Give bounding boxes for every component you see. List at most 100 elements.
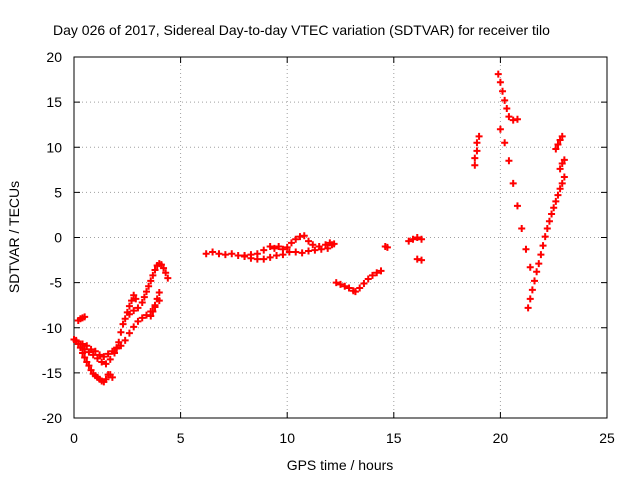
data-point-marker (351, 288, 359, 296)
data-point-marker (275, 243, 283, 251)
data-point-marker (151, 301, 159, 309)
data-point-marker (160, 264, 168, 272)
data-point-marker (560, 156, 568, 164)
data-point-marker (383, 243, 391, 251)
point-series (471, 132, 483, 169)
data-point-marker (121, 315, 129, 323)
data-point-marker (164, 274, 172, 282)
data-point-marker (494, 70, 502, 78)
data-point-marker (157, 261, 165, 269)
data-point-marker (121, 336, 129, 344)
data-point-marker (147, 277, 155, 285)
x-tick-label: 20 (493, 430, 509, 446)
data-point-marker (155, 289, 163, 297)
data-point-marker (228, 250, 236, 258)
point-series (74, 313, 89, 325)
data-point-marker (104, 350, 112, 358)
data-point-marker (113, 344, 121, 352)
data-point-marker (247, 251, 255, 259)
data-point-marker (128, 297, 136, 305)
data-point-marker (108, 373, 116, 381)
data-point-marker (202, 250, 210, 258)
data-point-marker (554, 141, 562, 149)
data-point-marker (475, 132, 483, 140)
data-point-marker (266, 243, 274, 251)
data-point-marker (96, 351, 104, 359)
data-point-marker (292, 248, 300, 256)
data-point-marker (81, 345, 89, 353)
data-point-marker (541, 233, 549, 241)
data-point-marker (279, 245, 287, 253)
data-point-marker (531, 277, 539, 285)
data-point-marker (552, 145, 560, 153)
data-point-marker (418, 256, 426, 264)
point-series (556, 156, 568, 173)
data-point-marker (253, 250, 261, 258)
y-tick-label: 10 (46, 139, 62, 155)
data-point-marker (471, 161, 479, 169)
data-point-marker (209, 248, 217, 256)
data-point-marker (151, 266, 159, 274)
x-tick-label: 5 (177, 430, 185, 446)
data-point-marker (102, 375, 110, 383)
data-point-marker (522, 245, 530, 253)
data-point-marker (130, 307, 138, 315)
data-point-marker (558, 179, 566, 187)
data-point-marker (241, 252, 249, 260)
data-point-marker (518, 224, 526, 232)
data-point-marker (418, 235, 426, 243)
data-point-marker (364, 275, 372, 283)
data-point-marker (87, 345, 95, 353)
data-point-marker (298, 249, 306, 257)
data-point-marker (149, 308, 157, 316)
data-point-marker (125, 302, 133, 310)
y-tick-label: 5 (54, 184, 62, 200)
data-point-marker (413, 234, 421, 241)
data-point-marker (287, 239, 295, 247)
data-point-marker (473, 139, 481, 147)
data-point-marker (556, 165, 564, 173)
data-point-marker (81, 313, 89, 321)
data-point-marker (556, 185, 564, 193)
data-point-marker (117, 342, 125, 350)
data-point-marker (106, 355, 114, 363)
data-point-marker (360, 280, 368, 288)
data-point-marker (300, 232, 308, 240)
data-point-marker (138, 314, 146, 322)
data-point-marker (132, 295, 140, 303)
data-point-marker (283, 243, 291, 251)
data-point-marker (149, 271, 157, 279)
data-point-marker (552, 197, 560, 205)
x-axis-label: GPS time / hours (287, 457, 394, 473)
point-series (202, 241, 336, 263)
data-point-marker (87, 366, 95, 374)
data-point-marker (147, 312, 155, 320)
data-point-marker (501, 96, 509, 104)
data-point-marker (513, 115, 521, 123)
data-point-marker (496, 78, 504, 86)
data-point-marker (91, 347, 99, 355)
data-point-marker (266, 253, 274, 261)
point-series (413, 255, 426, 264)
data-point-marker (292, 235, 300, 243)
data-point-marker (501, 139, 509, 147)
data-point-marker (89, 351, 97, 359)
axes: 0 5 10 15 20 25 -20 -15 -10 -5 0 5 10 15 20 (42, 49, 615, 446)
data-point-marker (558, 132, 566, 140)
data-point-marker (162, 269, 170, 277)
y-tick-label: 15 (46, 94, 62, 110)
data-point-marker (533, 268, 541, 276)
data-point-marker (260, 255, 268, 263)
data-point-marker (145, 282, 153, 290)
data-point-marker (513, 202, 521, 210)
data-point-marker (140, 293, 148, 301)
data-point-marker (115, 338, 123, 346)
y-tick-label: -5 (50, 275, 63, 291)
data-point-marker (560, 173, 568, 181)
data-point-marker (505, 113, 513, 121)
x-tick-label: 15 (386, 430, 402, 446)
x-tick-label: 10 (279, 430, 295, 446)
data-point-marker (305, 247, 313, 255)
data-point-marker (138, 298, 146, 306)
